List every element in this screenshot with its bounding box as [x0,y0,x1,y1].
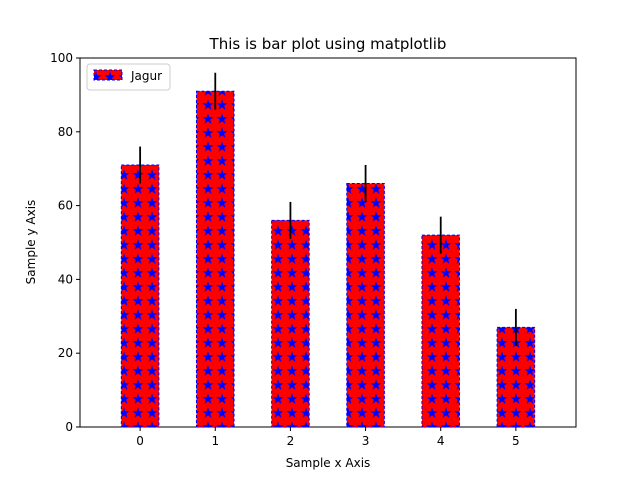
x-tick-label-5: 5 [512,434,520,448]
bar-3 [346,182,385,428]
y-tick-label-60: 60 [58,199,73,213]
x-axis-label: Sample x Axis [286,456,371,470]
y-tick-label-80: 80 [58,125,73,139]
x-ticks-group: 0 1 2 3 4 5 [136,427,520,448]
legend-label: Jagur [130,69,162,83]
error-bars-group [139,72,517,346]
x-tick-label-0: 0 [136,434,144,448]
y-tick-label-20: 20 [58,346,73,360]
y-tick-label-100: 100 [50,51,73,65]
bars-group [120,90,536,428]
bar-2 [271,219,310,428]
x-tick-label-2: 2 [287,434,295,448]
y-ticks-group: 0 20 40 60 80 100 [50,51,80,434]
legend: Jagur [86,63,171,91]
x-tick-label-3: 3 [362,434,370,448]
y-tick-label-40: 40 [58,272,73,286]
bar-4 [421,234,461,428]
plot-area [79,57,577,428]
y-tick-label-0: 0 [65,420,73,434]
y-axis-label: Sample y Axis [24,200,38,285]
x-tick-label-1: 1 [211,434,219,448]
bar-1 [195,90,235,428]
bar-0 [120,164,160,428]
legend-swatch [93,69,123,81]
chart-title: This is bar plot using matplotlib [209,35,447,53]
x-tick-label-4: 4 [437,434,445,448]
